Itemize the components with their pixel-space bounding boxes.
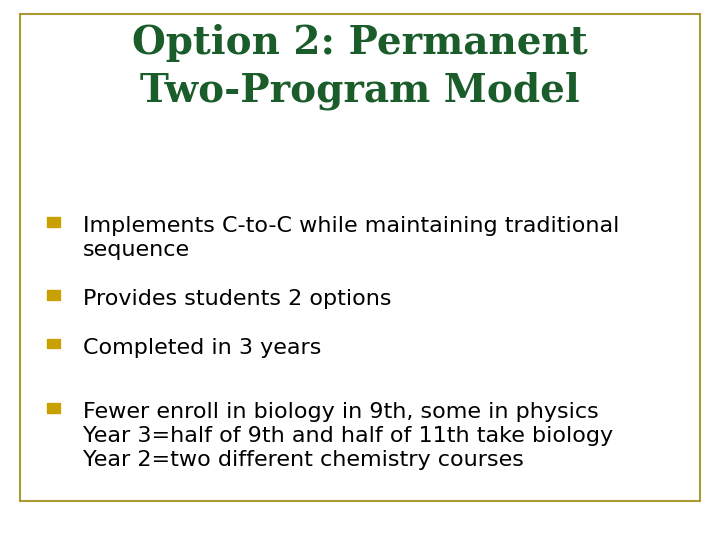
Text: Option 2: Permanent
Two-Program Model: Option 2: Permanent Two-Program Model xyxy=(132,24,588,110)
Bar xyxy=(47,290,60,300)
Text: Provides students 2 options: Provides students 2 options xyxy=(83,289,391,309)
Bar xyxy=(47,403,60,413)
Text: Completed in 3 years: Completed in 3 years xyxy=(83,338,321,357)
Bar xyxy=(47,217,60,227)
Bar xyxy=(47,339,60,348)
Text: Implements C-to-C while maintaining traditional
sequence: Implements C-to-C while maintaining trad… xyxy=(83,216,619,260)
Text: Fewer enroll in biology in 9th, some in physics
Year 3=half of 9th and half of 1: Fewer enroll in biology in 9th, some in … xyxy=(83,402,613,470)
